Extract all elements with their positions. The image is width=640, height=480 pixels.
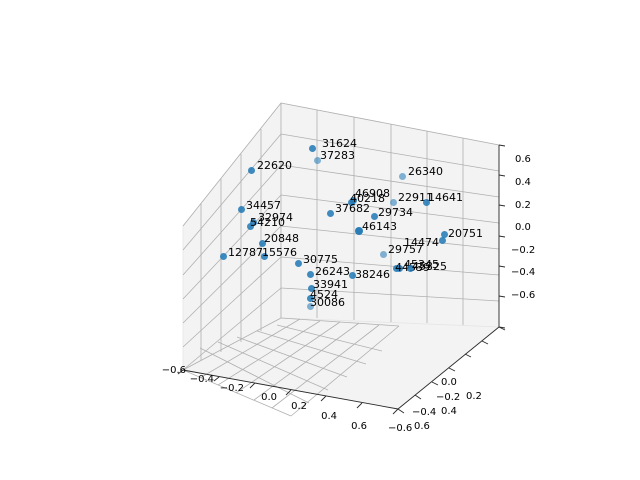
scatter-point-label: 15576 <box>262 246 297 259</box>
scatter-point-label: 22911 <box>398 191 433 204</box>
scatter-point-label: 32974 <box>258 211 293 224</box>
scatter-point[interactable] <box>246 222 254 230</box>
scatter-point-label: 20751 <box>448 227 483 240</box>
scatter-point[interactable] <box>308 144 316 152</box>
scatter-point-label: 12787 <box>228 246 263 259</box>
scatter-point[interactable] <box>237 205 245 213</box>
scatter-point-label: 14641 <box>428 191 463 204</box>
scatter-point-label: 40218 <box>350 192 385 205</box>
scatter-point[interactable] <box>306 270 314 278</box>
scatter-point[interactable] <box>348 271 356 279</box>
scatter-point-label: 31624 <box>322 137 357 150</box>
scatter-point-label: 30086 <box>310 296 345 309</box>
scatter-point-label: 37283 <box>320 149 355 162</box>
scatter-point[interactable] <box>260 252 268 260</box>
z-tick-label: 0.2 <box>515 200 531 211</box>
z-tick-label: −0.6 <box>511 290 536 301</box>
scatter-point[interactable] <box>294 259 302 267</box>
scatter-point-label: 14474 <box>404 236 439 249</box>
scatter-point-label: 54210 <box>250 216 285 229</box>
scatter-point-label: 45325 <box>412 260 447 273</box>
scatter-point-label: 46143 <box>362 220 397 233</box>
scatter-point[interactable] <box>392 264 400 272</box>
scatter-point[interactable] <box>307 284 315 292</box>
y-tick-label: −0.4 <box>412 407 437 418</box>
scatter-point-label: 46908 <box>355 187 390 200</box>
x-tick-label: −0.6 <box>161 365 186 376</box>
z-tick-label: 0.6 <box>515 154 531 165</box>
y-tick-label: 0.6 <box>414 421 430 432</box>
scatter-point[interactable] <box>249 218 257 226</box>
scatter-point[interactable] <box>389 198 397 206</box>
x-tick-label: 0.4 <box>321 411 337 422</box>
scatter-point-label: 45345 <box>404 258 439 271</box>
scatter-point[interactable] <box>422 198 430 206</box>
scatter-point-label: 26340 <box>408 165 443 178</box>
scatter-point-label: 38246 <box>355 268 390 281</box>
x-axis-ticks <box>177 369 399 415</box>
y-tick-label: −0.2 <box>436 392 461 403</box>
scatter-point[interactable] <box>379 250 387 258</box>
scatter-point[interactable] <box>326 209 334 217</box>
z-tick-label: −0.2 <box>511 245 536 256</box>
scatter-point-label: 20848 <box>264 232 299 245</box>
scatter-point-label: 26243 <box>315 265 350 278</box>
scatter-point[interactable] <box>440 230 448 238</box>
scatter-point-label: 4524 <box>310 288 338 301</box>
x-tick-label: 0.2 <box>291 401 307 412</box>
z-tick-label: 0.4 <box>515 177 531 188</box>
y-tick-label: 0.2 <box>466 391 482 402</box>
scatter-point-label: 22620 <box>257 159 292 172</box>
y-tick-label: 0.0 <box>441 377 457 388</box>
z-axis-ticks <box>498 144 506 329</box>
scatter-point[interactable] <box>313 156 321 164</box>
y-tick-label: −0.6 <box>388 423 413 434</box>
scatter-point[interactable] <box>438 236 446 244</box>
floor-gridlines-y <box>182 317 400 417</box>
y-axis-ticks <box>397 326 506 414</box>
scatter-point[interactable] <box>347 198 355 206</box>
scatter-point[interactable] <box>406 264 414 272</box>
scatter-point[interactable] <box>306 294 314 302</box>
scatter-point-label: 33941 <box>313 278 348 291</box>
scatter-point[interactable] <box>306 302 314 310</box>
scatter-point[interactable] <box>398 172 406 180</box>
scatter-point-label: 37682 <box>335 202 370 215</box>
scatter-point-label: 29757 <box>388 243 423 256</box>
z-tick-label: 0.0 <box>515 222 531 233</box>
scatter-point-label: 30775 <box>303 253 338 266</box>
scatter-point[interactable] <box>258 239 266 247</box>
y-tick-label: 0.4 <box>441 406 457 417</box>
x-tick-label: 0.0 <box>261 392 277 403</box>
x-tick-label: 0.6 <box>351 421 367 432</box>
scatter-point[interactable] <box>247 166 255 174</box>
scatter-point[interactable] <box>370 212 378 220</box>
scatter-point[interactable] <box>355 227 363 235</box>
x-tick-label: −0.4 <box>189 374 214 385</box>
scatter-point[interactable] <box>219 252 227 260</box>
z-tick-label: −0.4 <box>511 267 536 278</box>
scatter-point-label: 29734 <box>378 206 413 219</box>
scatter-point-label: 34457 <box>246 199 281 212</box>
x-tick-label: −0.2 <box>219 383 244 394</box>
